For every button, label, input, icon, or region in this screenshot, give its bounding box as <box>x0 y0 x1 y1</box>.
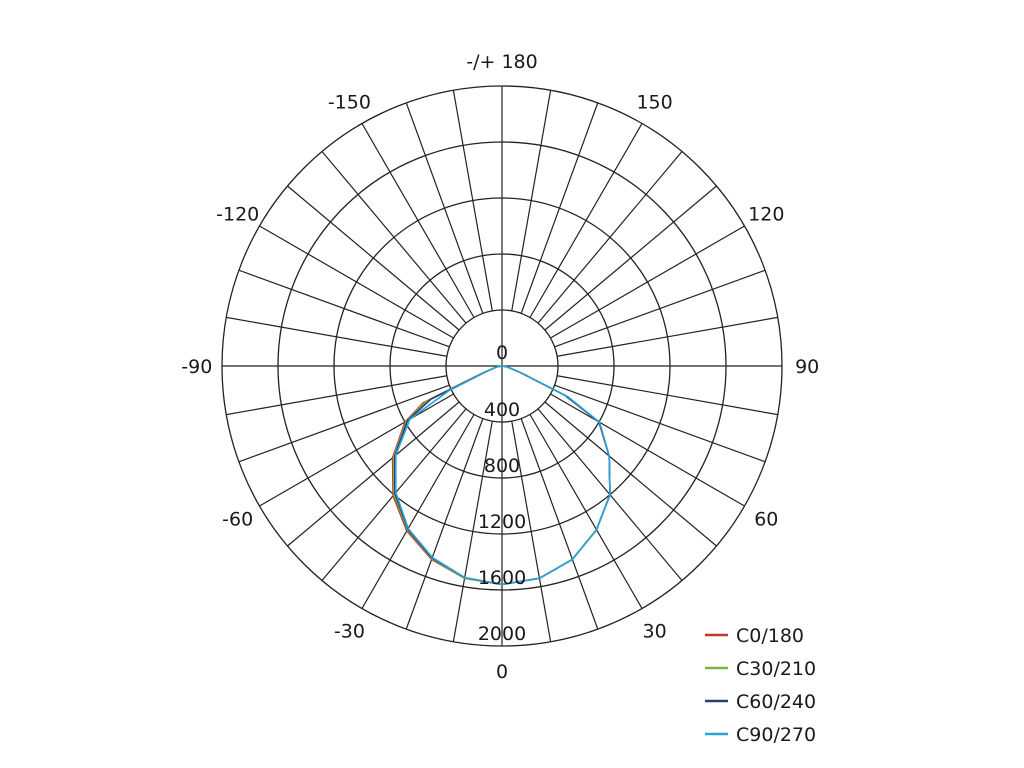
radial-tick-label: 0 <box>496 342 508 364</box>
radial-tick-label: 2000 <box>478 623 526 645</box>
grid-spoke <box>511 90 552 311</box>
grid-spoke <box>550 225 745 339</box>
grid-spoke <box>557 375 778 416</box>
grid-spoke <box>557 316 778 357</box>
radial-tick-label: 400 <box>484 399 520 421</box>
angle-label: -60 <box>222 509 253 531</box>
grid-spoke <box>544 401 717 547</box>
legend: C0/180 C30/210 C60/240 C90/270 <box>705 625 816 746</box>
grid-spoke <box>405 418 484 630</box>
legend-label: C90/270 <box>736 724 816 746</box>
grid-spoke <box>238 269 450 348</box>
legend-label: C60/240 <box>736 691 816 713</box>
grid-spoke <box>226 316 447 357</box>
grid-spoke <box>361 123 475 318</box>
radial-tick-label: 800 <box>484 455 520 477</box>
grid-spoke <box>537 151 683 324</box>
grid-spoke <box>529 414 643 609</box>
angle-label: 30 <box>643 620 667 642</box>
grid-spoke <box>544 185 717 331</box>
axis-labels: 0 30 -30 60 -60 90 -90 120 -120 150 -150 -/+ 180 0 40… <box>181 51 819 683</box>
legend-label: C0/180 <box>736 625 804 647</box>
angle-label: 0 <box>496 661 508 683</box>
grid-spoke <box>287 185 460 331</box>
grid-spoke <box>554 269 766 348</box>
angle-label: -90 <box>181 356 212 378</box>
legend-label: C30/210 <box>736 658 816 680</box>
angle-label: -150 <box>328 92 371 114</box>
angle-label: 90 <box>795 356 819 378</box>
grid-spoke <box>520 418 599 630</box>
grid-spoke <box>405 102 484 314</box>
grid-spoke <box>321 151 467 324</box>
grid-spoke <box>554 384 766 463</box>
grid-spoke <box>529 123 643 318</box>
grid-spoke <box>511 421 552 642</box>
series-curves <box>391 365 611 586</box>
radial-tick-label: 1200 <box>478 511 526 533</box>
grid-spoke <box>238 384 450 463</box>
grid-spoke <box>452 421 493 642</box>
angle-label: 60 <box>754 509 778 531</box>
radial-tick-label: 1600 <box>478 567 526 589</box>
series-line <box>395 365 611 586</box>
grid-spoke <box>550 393 745 507</box>
grid-spoke <box>452 90 493 311</box>
grid-spoke <box>226 375 447 416</box>
angle-label: -120 <box>216 203 259 225</box>
angle-label: 120 <box>748 203 784 225</box>
angle-label: -/+ 180 <box>466 51 537 73</box>
angle-label: -30 <box>334 620 365 642</box>
grid-spoke <box>259 393 454 507</box>
grid-spoke <box>259 225 454 339</box>
grid-spoke <box>361 414 475 609</box>
grid-spoke <box>287 401 460 547</box>
grid-spoke <box>520 102 599 314</box>
angle-label: 150 <box>636 92 672 114</box>
